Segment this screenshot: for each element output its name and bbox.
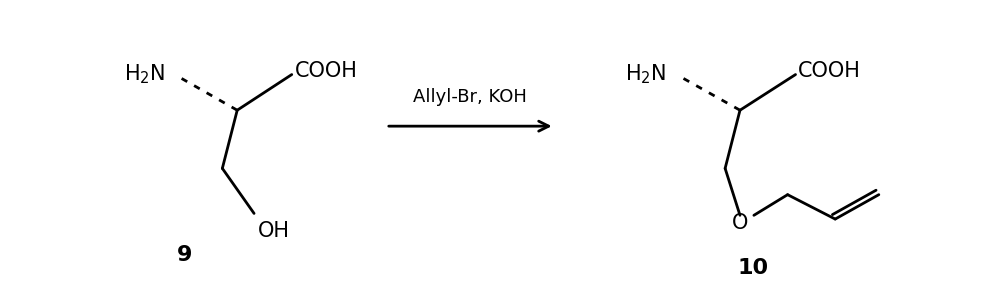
Text: COOH: COOH — [295, 61, 358, 81]
Text: COOH: COOH — [798, 61, 861, 81]
Text: 9: 9 — [177, 245, 192, 265]
Text: O: O — [731, 213, 748, 233]
Text: 10: 10 — [737, 258, 769, 278]
Text: $\mathregular{H_2N}$: $\mathregular{H_2N}$ — [625, 63, 666, 86]
Text: $\mathregular{H_2N}$: $\mathregular{H_2N}$ — [123, 63, 164, 86]
Text: OH: OH — [259, 221, 290, 241]
Text: Allyl-Br, KOH: Allyl-Br, KOH — [413, 87, 527, 105]
